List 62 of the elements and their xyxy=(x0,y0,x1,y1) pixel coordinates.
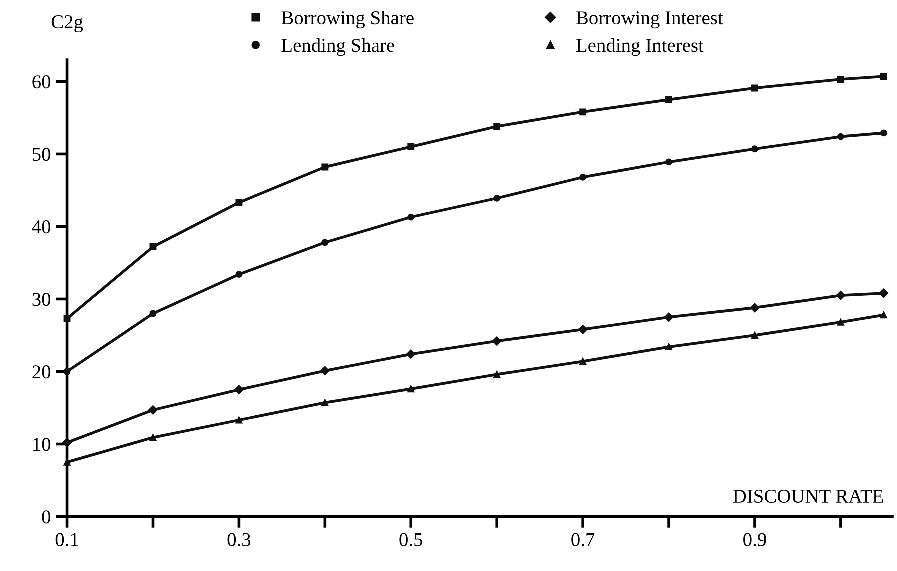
y-tick-label: 60 xyxy=(32,76,51,89)
y-axis-title: C2g xyxy=(52,15,84,33)
point xyxy=(664,312,674,322)
point xyxy=(752,332,758,339)
point xyxy=(148,406,158,415)
point xyxy=(408,214,415,221)
point xyxy=(150,310,157,318)
point xyxy=(236,199,243,206)
point xyxy=(64,368,71,376)
y-tick-label: 20 xyxy=(32,366,51,379)
x-axis-title: DISCOUNT RATE xyxy=(733,490,884,504)
point xyxy=(666,158,672,166)
point xyxy=(408,143,415,150)
point xyxy=(64,315,71,322)
point xyxy=(494,371,501,378)
point xyxy=(62,438,72,448)
point xyxy=(666,96,672,104)
point xyxy=(150,434,157,442)
point xyxy=(492,336,502,346)
point xyxy=(880,130,888,137)
point xyxy=(408,386,415,393)
point xyxy=(666,344,672,351)
point xyxy=(880,312,888,319)
y-tick-label: 50 xyxy=(32,148,51,162)
legend-label: Lending Share xyxy=(282,38,394,56)
x-tick-label: 0.7 xyxy=(572,533,595,546)
point xyxy=(836,290,846,300)
point xyxy=(322,399,329,406)
point xyxy=(837,133,844,140)
point xyxy=(322,164,329,171)
legend-label: Borrowing Interest xyxy=(576,12,724,29)
point xyxy=(752,84,758,92)
point xyxy=(150,244,157,250)
point xyxy=(494,123,501,130)
point xyxy=(837,318,844,326)
point xyxy=(837,76,844,84)
point xyxy=(752,146,758,153)
point xyxy=(580,174,587,181)
legend-label: Borrowing Share xyxy=(282,10,414,29)
point xyxy=(578,325,588,334)
point xyxy=(236,271,243,278)
y-tick-label: 40 xyxy=(32,220,51,234)
point xyxy=(236,416,243,424)
point xyxy=(580,358,587,366)
legend-label: Lending Interest xyxy=(576,38,704,56)
point xyxy=(322,239,329,246)
point xyxy=(320,366,330,376)
x-tick-label: 0.9 xyxy=(744,533,766,546)
point xyxy=(880,73,888,80)
x-tick-label: 0.1 xyxy=(56,533,78,546)
x-tick-label: 0.5 xyxy=(400,533,423,546)
point xyxy=(879,288,889,298)
y-tick-label: 30 xyxy=(32,293,51,306)
y-tick-label: 10 xyxy=(34,438,51,452)
point xyxy=(750,303,760,313)
point xyxy=(234,385,244,394)
point xyxy=(406,350,416,359)
point xyxy=(580,108,587,116)
x-tick-label: 0.3 xyxy=(228,533,251,546)
y-tick-label: 0 xyxy=(42,510,51,524)
point xyxy=(64,458,71,466)
point xyxy=(494,194,501,202)
